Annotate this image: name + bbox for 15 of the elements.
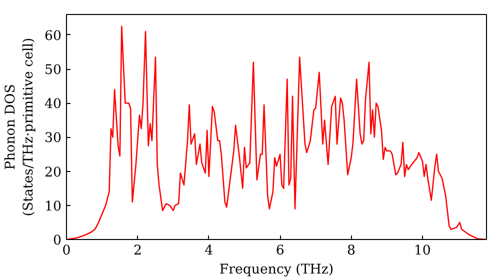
y-tick-label: 10 [44,199,62,214]
x-tick-label: 6 [276,244,284,258]
line-series [66,26,486,240]
x-axis-title: Frequency (THz) [219,262,334,278]
x-tick-label: 8 [347,244,356,258]
x-tick-label: 4 [204,244,214,258]
y-tick-label: 50 [44,63,62,78]
y-axis-title: Phonon DOS (States/THz·primitive cell) [4,38,37,216]
y-tick-label: 40 [44,97,62,112]
y-tick-label: 0 [53,234,62,248]
y-tick-label: 20 [44,165,62,180]
x-tick-label: 2 [133,244,142,258]
y-tick-label: 60 [44,28,62,44]
x-tick-label: 10 [414,244,431,258]
y-tick-label: 30 [44,131,62,146]
